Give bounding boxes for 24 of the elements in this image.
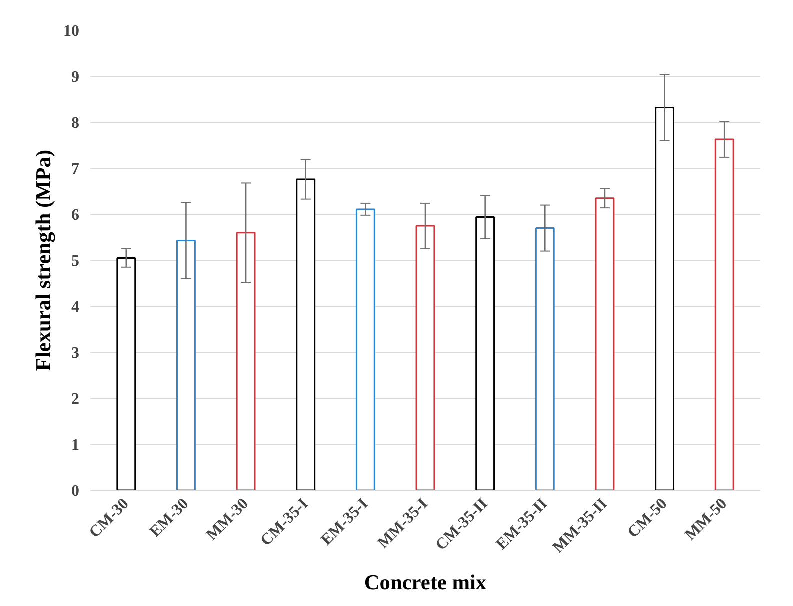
bar <box>296 178 316 490</box>
bar <box>476 216 496 490</box>
y-tick-label: 9 <box>72 69 80 86</box>
bar <box>176 240 196 490</box>
bar <box>416 225 436 490</box>
x-axis-title: Concrete mix <box>364 570 487 595</box>
bar <box>236 232 256 490</box>
y-axis-title: Flexural strength (MPa) <box>32 150 56 372</box>
y-tick-label: 7 <box>72 161 80 178</box>
y-tick-label: 3 <box>72 345 80 362</box>
bar <box>655 107 675 490</box>
y-tick-label: 2 <box>72 391 80 408</box>
bar <box>535 228 555 490</box>
bar <box>116 257 136 490</box>
y-tick-label: 5 <box>72 253 80 270</box>
bar <box>714 138 734 490</box>
y-tick-label: 0 <box>72 483 80 500</box>
y-tick-label: 6 <box>72 207 80 224</box>
y-tick-label: 8 <box>72 115 80 132</box>
bar <box>595 198 615 490</box>
y-tick-label: 1 <box>72 437 80 454</box>
y-tick-label: 4 <box>72 299 80 316</box>
y-tick-label: 10 <box>64 23 80 40</box>
bar <box>356 208 376 490</box>
